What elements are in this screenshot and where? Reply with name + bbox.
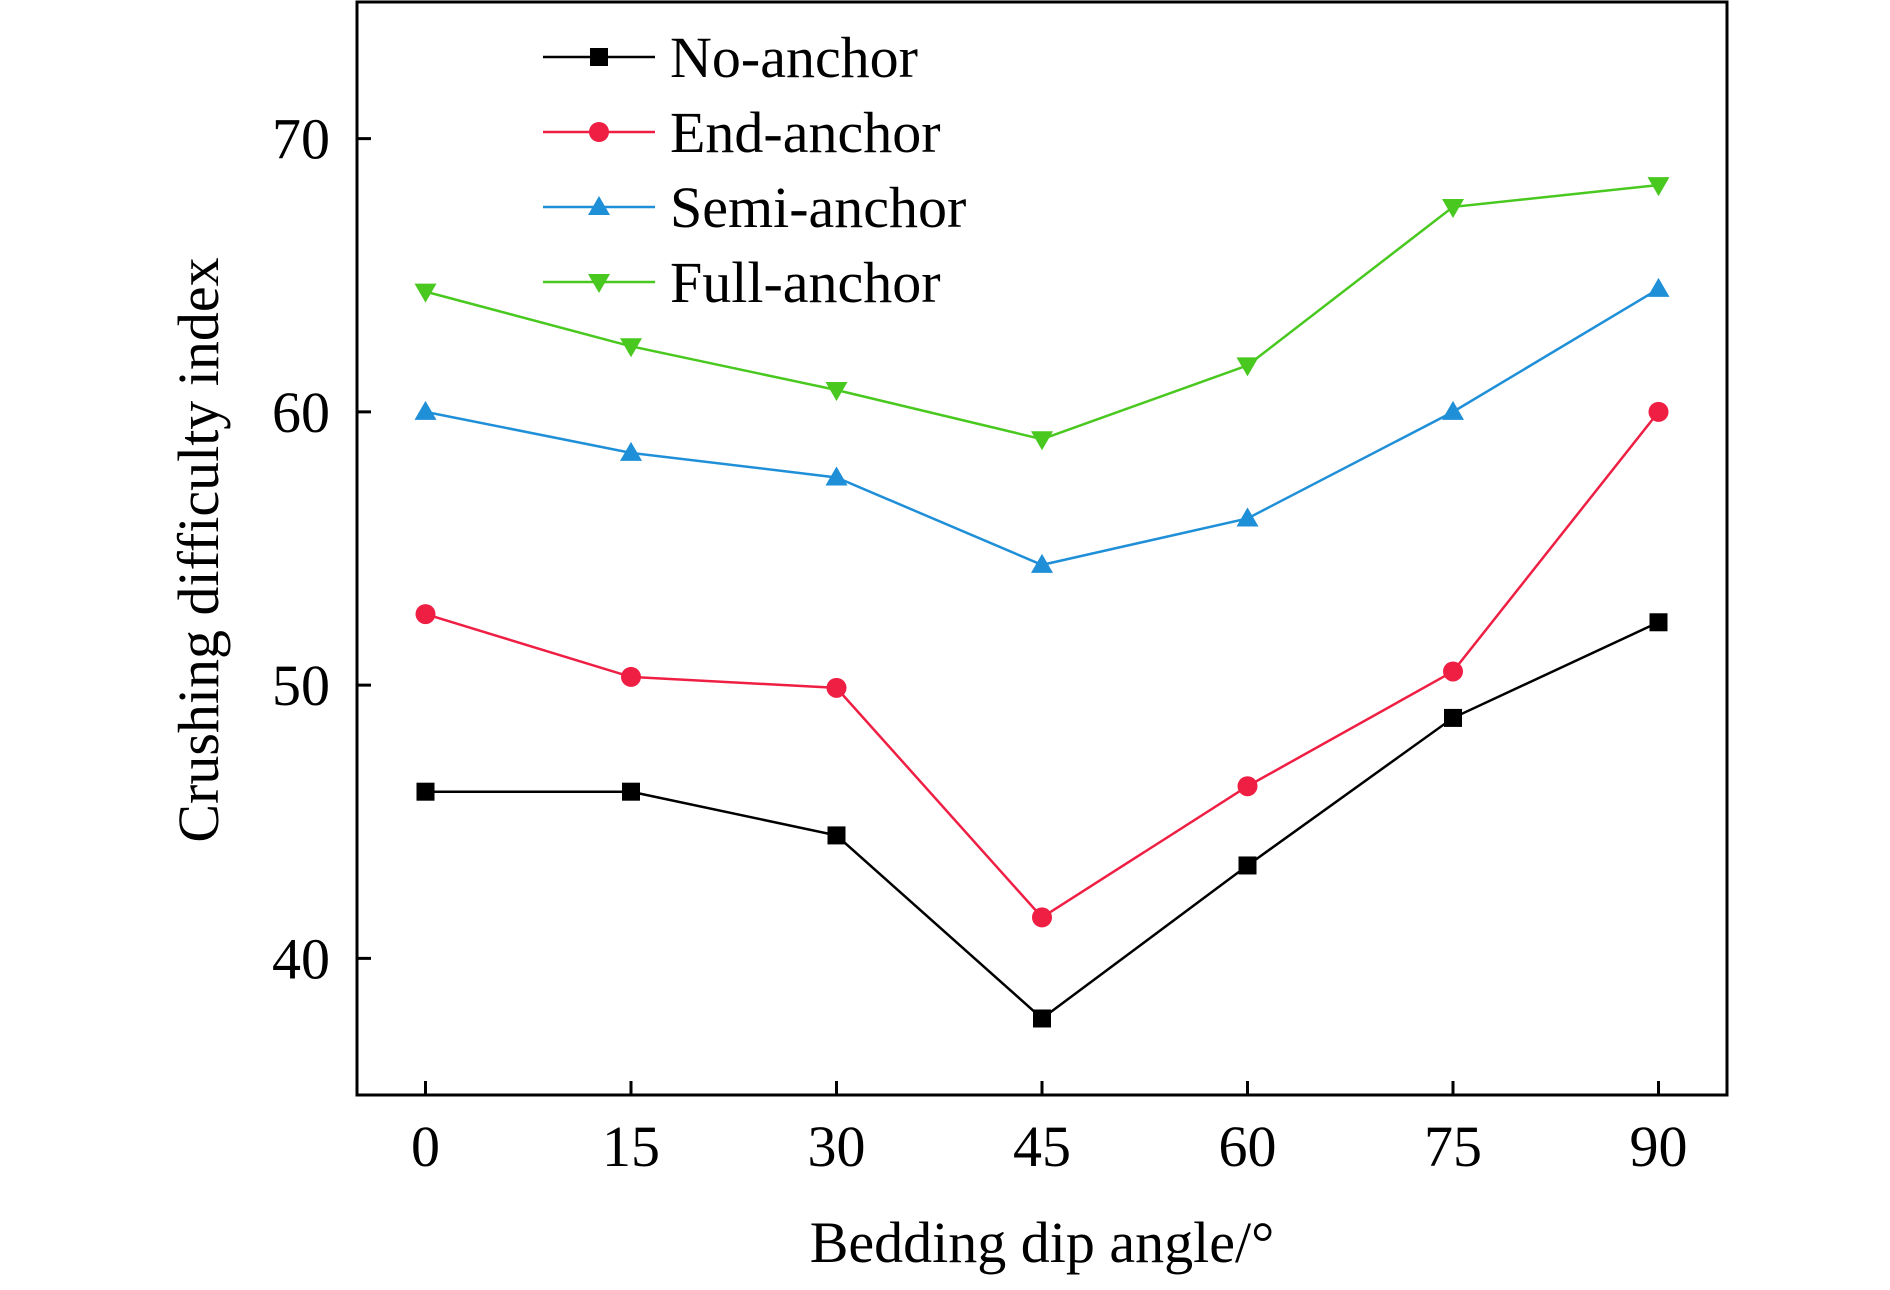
x-tick-label: 15	[602, 1114, 660, 1179]
data-point	[1238, 856, 1257, 875]
legend-label: Semi-anchor	[670, 175, 966, 240]
x-tick-label: 75	[1424, 1114, 1482, 1179]
data-point	[1033, 1009, 1051, 1028]
data-point	[1237, 776, 1258, 797]
legend-label: No-anchor	[670, 25, 918, 90]
legend-item: No-anchor	[543, 25, 918, 90]
data-point	[1236, 507, 1259, 527]
legend-marker	[590, 48, 608, 66]
y-tick-label: 60	[272, 380, 330, 445]
x-tick-label: 0	[411, 1114, 440, 1179]
data-point	[827, 826, 846, 845]
data-point	[1647, 177, 1670, 197]
legend-label: End-anchor	[670, 100, 941, 165]
x-tick-label: 60	[1219, 1114, 1277, 1179]
plot-frame	[355, 0, 1729, 1097]
y-tick-label: 70	[272, 107, 330, 172]
data-point	[825, 382, 848, 402]
x-tick-label: 30	[808, 1114, 866, 1179]
legend-marker	[588, 196, 610, 215]
legend-label: Full-anchor	[670, 250, 941, 315]
legend-item: Full-anchor	[543, 250, 941, 315]
y-axis: 40 50 60 70	[272, 107, 371, 991]
y-tick-label: 50	[272, 653, 330, 718]
data-point	[620, 338, 642, 358]
legend-marker	[588, 274, 610, 293]
x-tick-label: 45	[1013, 1114, 1071, 1179]
x-axis: 0 15 30 45 60 75 90	[411, 1081, 1688, 1179]
data-point	[1031, 431, 1053, 451]
data-point	[1442, 400, 1464, 420]
y-tick-label: 40	[272, 926, 330, 991]
data-point	[415, 604, 436, 625]
data-point	[414, 283, 437, 303]
series-end-anchor	[415, 401, 1669, 928]
data-point	[1032, 907, 1052, 928]
series-line	[425, 411, 1660, 920]
data-point	[1649, 613, 1668, 632]
series-no-anchor	[416, 613, 1668, 1028]
data-point	[826, 677, 847, 698]
legend-marker	[589, 122, 609, 142]
data-point	[416, 782, 435, 801]
series-line	[425, 621, 1660, 1021]
data-point	[825, 466, 848, 486]
legend-item: Semi-anchor	[543, 175, 966, 240]
data-point	[1648, 401, 1669, 422]
legend-item: End-anchor	[543, 100, 941, 165]
data-point	[1236, 357, 1259, 377]
data-point	[1031, 553, 1053, 573]
x-tick-label: 90	[1630, 1114, 1688, 1179]
data-point	[622, 782, 640, 801]
x-axis-label: Bedding dip angle/°	[810, 1210, 1275, 1275]
series-semi-anchor	[414, 277, 1670, 573]
series-layer	[414, 177, 1670, 1028]
legend: No-anchor End-anchor Semi-anchor Full-ancho…	[543, 25, 966, 315]
data-point	[1443, 661, 1463, 682]
data-point	[414, 400, 437, 420]
y-axis-label: Crushing difficulty index	[166, 257, 231, 842]
data-point	[620, 441, 642, 461]
series-line	[425, 287, 1660, 567]
data-point	[621, 666, 641, 687]
series-line	[425, 183, 1659, 441]
data-point	[1442, 198, 1464, 218]
series-full-anchor	[414, 177, 1670, 451]
data-point	[1444, 708, 1462, 727]
data-point	[1647, 277, 1670, 297]
